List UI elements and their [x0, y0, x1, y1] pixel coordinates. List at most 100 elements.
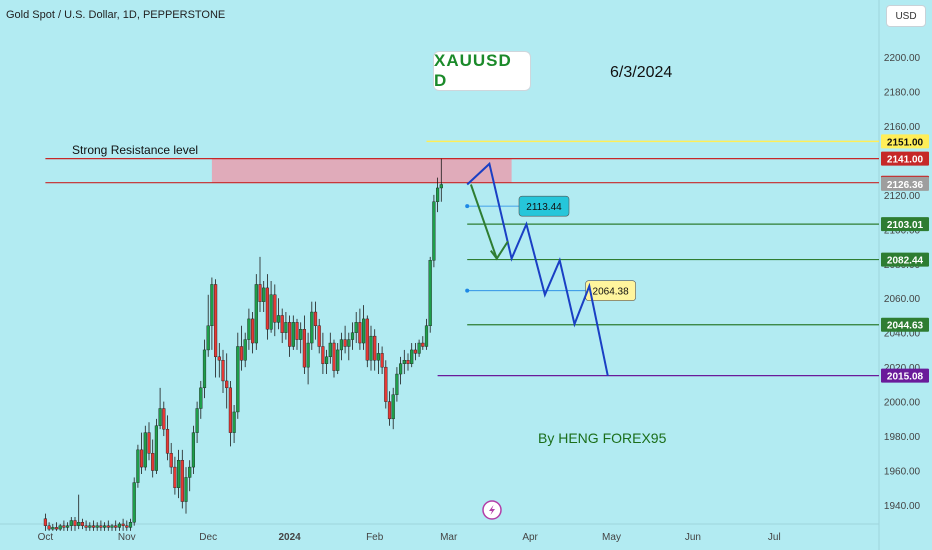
- candle-body: [173, 466, 177, 488]
- x-tick-label: Mar: [440, 532, 458, 543]
- candle-body: [413, 349, 417, 354]
- candle: [280, 308, 284, 344]
- candle: [276, 298, 281, 330]
- resistance-zone-layer: [211, 158, 512, 183]
- candle-body: [199, 387, 203, 409]
- candle: [147, 422, 151, 461]
- candle: [269, 281, 273, 333]
- currency-button[interactable]: USD: [886, 5, 926, 27]
- candle: [184, 467, 188, 514]
- price-label-box-0: [881, 134, 929, 149]
- time-axis[interactable]: Oct Nov Dec 2024 Feb Mar Apr May Jun Jul: [38, 532, 781, 543]
- candle-body: [158, 408, 162, 426]
- candle-body: [250, 318, 255, 344]
- candle: [199, 380, 203, 419]
- y-tick-label: 2000.00: [884, 398, 921, 409]
- candle-body: [347, 339, 351, 347]
- candle-body: [99, 525, 103, 528]
- callout-text-1: 2064.38: [593, 287, 630, 298]
- candle-body: [206, 325, 210, 351]
- candle: [236, 332, 240, 419]
- candle-body: [80, 522, 84, 526]
- candle: [313, 301, 318, 340]
- candle: [410, 343, 414, 368]
- candle-body: [95, 525, 99, 528]
- candle-body: [299, 329, 303, 340]
- price-axis[interactable]: 1940.001960.001980.002000.002020.002040.…: [884, 53, 921, 512]
- price-label-text-3: 2126.36: [887, 180, 924, 191]
- candle: [132, 477, 136, 526]
- candle-body: [58, 525, 62, 530]
- candle: [213, 279, 218, 378]
- price-label-text-5: 2082.44: [887, 256, 924, 267]
- candle: [180, 449, 184, 509]
- candle-body: [317, 325, 321, 347]
- candle-body: [254, 284, 258, 344]
- candle: [210, 277, 214, 350]
- candle-body: [291, 322, 295, 347]
- symbol-label: XAUUSD D: [433, 51, 531, 91]
- candle: [117, 522, 121, 531]
- candle: [91, 520, 96, 531]
- candle: [384, 360, 388, 409]
- candle-body: [102, 525, 107, 528]
- chart-title: Gold Spot / U.S. Dollar, 1D, PEPPERSTONE: [6, 9, 226, 21]
- price-label-text-0: 2151.00: [887, 137, 924, 148]
- candle-body: [428, 260, 432, 327]
- candle-body: [273, 294, 277, 323]
- candle: [151, 439, 155, 478]
- candle-body: [439, 184, 443, 189]
- candle-body: [106, 525, 110, 528]
- candle: [399, 356, 403, 385]
- y-tick-label: 2120.00: [884, 191, 921, 202]
- candle: [54, 522, 59, 531]
- candle-body: [128, 522, 133, 528]
- candle-body: [221, 360, 225, 382]
- candle: [376, 343, 380, 375]
- candle: [169, 442, 173, 474]
- candle-body: [217, 356, 221, 361]
- candle-body: [132, 482, 136, 523]
- candle: [143, 425, 147, 471]
- candle: [358, 308, 362, 350]
- candle-body: [295, 322, 299, 340]
- candle: [336, 343, 340, 375]
- candle: [406, 353, 410, 371]
- y-tick-label: 1940.00: [884, 501, 921, 512]
- candle: [413, 343, 417, 361]
- candle-body: [369, 335, 373, 361]
- candle: [306, 332, 310, 385]
- candle: [295, 318, 299, 350]
- candle: [173, 456, 177, 495]
- candle: [88, 522, 92, 531]
- y-tick-label: 1960.00: [884, 467, 921, 478]
- candle-body: [336, 349, 340, 371]
- arrow-head: [489, 240, 509, 261]
- candle-body: [176, 460, 181, 488]
- candle: [106, 520, 110, 531]
- candle: [99, 520, 103, 531]
- resistance-label: Strong Resistance level: [72, 143, 199, 157]
- candle-body: [376, 353, 380, 361]
- price-label-box-3: [881, 176, 929, 191]
- candle-body: [47, 525, 51, 530]
- lightning-icon[interactable]: [482, 500, 502, 520]
- candle-body: [110, 525, 114, 528]
- candle-body: [114, 525, 118, 528]
- candle: [395, 367, 399, 402]
- candle: [328, 332, 332, 364]
- price-label-text-4: 2103.01: [887, 220, 924, 231]
- candle-body: [391, 394, 395, 420]
- candle-body: [328, 342, 332, 358]
- candle-body: [284, 322, 288, 333]
- candle-body: [125, 525, 129, 528]
- candle-body: [276, 315, 281, 323]
- projection-layer: [466, 161, 609, 376]
- x-tick-label: Nov: [118, 532, 136, 543]
- candle: [154, 418, 158, 474]
- candle: [432, 194, 436, 268]
- candle: [321, 332, 325, 375]
- candle: [102, 522, 107, 531]
- candle: [428, 256, 432, 333]
